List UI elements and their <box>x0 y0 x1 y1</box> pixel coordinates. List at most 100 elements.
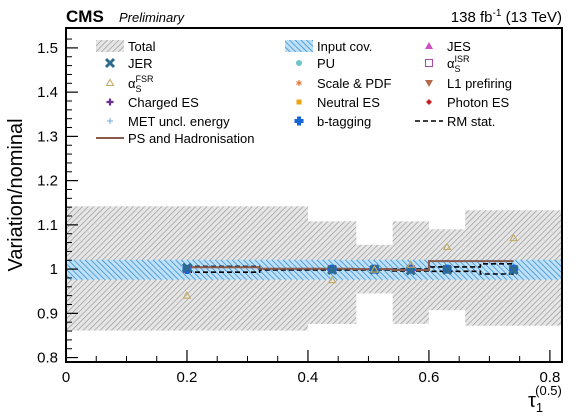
marker-shape <box>425 80 433 87</box>
marker-jer-1 <box>327 264 338 276</box>
legend-label: RM stat. <box>447 114 495 129</box>
legend-label: αSISR <box>447 54 470 74</box>
legend-label: Photon ES <box>447 95 509 110</box>
luminosity-label: 138 fb-1 (13 TeV) <box>451 8 562 26</box>
legend-entry-neutral-es: Neutral ES <box>296 95 380 110</box>
data-markers <box>181 233 519 299</box>
legend-label: JES <box>447 39 471 54</box>
legend-marker <box>294 116 304 126</box>
legend-swatch <box>285 40 313 52</box>
legend-entry-rm-stat-: RM stat. <box>415 114 495 129</box>
legend-label: Scale & PDF <box>317 76 391 91</box>
legend-label: PU <box>317 56 335 71</box>
marker-shape <box>182 291 192 299</box>
legend-marker <box>296 99 302 105</box>
legend-entry--s-isr: αSISR <box>424 54 470 74</box>
legend-swatch <box>96 40 124 52</box>
marker-jer-0 <box>181 262 193 273</box>
marker-jer-3 <box>405 265 416 276</box>
legend-marker <box>296 60 302 66</box>
legend-label: Neutral ES <box>317 95 380 110</box>
marker-shape <box>294 116 304 126</box>
x-tick-label-0: 0 <box>62 369 70 386</box>
x-tick-label-1: 0.2 <box>177 369 198 386</box>
legend-entry-total: Total <box>96 39 156 54</box>
marker-shape <box>442 264 453 276</box>
legend-entry-scale-pdf: Scale & PDF <box>296 76 391 91</box>
y-tick-label-4: 1.2 <box>37 173 58 190</box>
x-tick-label-3: 0.6 <box>418 369 439 386</box>
legend-label: Charged ES <box>128 95 199 110</box>
y-tick-label-3: 1.1 <box>37 217 58 234</box>
y-tick-label-6: 1.4 <box>37 84 58 101</box>
y-tick-label-0: 0.8 <box>37 350 58 367</box>
marker-shape <box>508 264 519 276</box>
marker-shape <box>296 99 302 105</box>
legend-entry-jes: JES <box>425 39 471 54</box>
marker-shape <box>442 242 452 251</box>
legend-entry-l1-prefiring: L1 prefiring <box>425 76 512 91</box>
legend-marker <box>426 99 432 105</box>
y-tick-label-7: 1.5 <box>37 40 58 57</box>
y-axis: 0.8 0.9 1 1.1 1.2 1.3 1.4 1.5 <box>37 38 78 367</box>
legend-marker <box>424 58 434 68</box>
experiment-label: CMS <box>66 7 104 26</box>
marker-shape <box>327 275 337 284</box>
legend-label: Total <box>128 39 156 54</box>
legend-label: Input cov. <box>317 39 372 54</box>
marker--s-fsr-2 <box>370 264 379 273</box>
marker--s-fsr-1 <box>327 275 337 284</box>
legend-entry-met-uncl-energy: MET uncl. energy <box>107 114 230 129</box>
marker--s-fsr-3 <box>406 260 416 268</box>
legend-label: PS and Hadronisation <box>128 131 254 146</box>
legend-entry-b-tagging: b-tagging <box>294 114 371 129</box>
legend-entry-ps-and-hadronisation: PS and Hadronisation <box>96 131 254 146</box>
legend-label: L1 prefiring <box>447 76 512 91</box>
marker--s-fsr-5 <box>509 233 519 242</box>
x-axis: 0 0.2 0.4 0.6 0.8 <box>62 350 560 386</box>
marker-shape <box>426 99 432 105</box>
marker--s-fsr-4 <box>442 242 452 251</box>
legend-marker <box>106 98 114 106</box>
x-tick-label-4: 0.8 <box>539 369 560 386</box>
legend-entry--s-fsr: αSFSR <box>105 74 154 94</box>
legend-marker <box>104 57 116 69</box>
legend-label: αSFSR <box>128 74 154 94</box>
legend-entry-pu: PU <box>296 56 335 71</box>
plot-frame <box>65 27 563 363</box>
marker-shape <box>105 78 115 87</box>
marker-shape <box>106 98 114 106</box>
y-tick-label-5: 1.3 <box>37 128 58 145</box>
marker-shape <box>107 118 113 124</box>
marker-jer-5 <box>508 264 519 276</box>
marker-shape <box>425 42 433 49</box>
legend-entry-charged-es: Charged ES <box>106 95 199 110</box>
y-axis-title: Variation/nominal <box>5 118 27 271</box>
legend-marker <box>425 80 433 87</box>
legend-label: MET uncl. energy <box>128 114 230 129</box>
legend-marker <box>105 78 115 87</box>
marker-shape <box>406 260 416 268</box>
y-tick-label-1: 0.9 <box>37 305 58 322</box>
x-axis-title: τ1(0.5) <box>528 383 562 415</box>
legend: Total Input cov. JES JER PU αSISR αSFSR Scale &… <box>96 39 512 146</box>
marker-shape <box>509 233 519 242</box>
marker-jer-4 <box>442 264 453 276</box>
y-tick-label-2: 1 <box>50 261 58 278</box>
marker-shape <box>181 262 193 273</box>
legend-marker <box>425 42 433 49</box>
legend-entry-photon-es: Photon ES <box>426 95 509 110</box>
cms-header: CMS Preliminary 138 fb-1 (13 TeV) <box>66 7 562 26</box>
marker-shape <box>296 60 302 66</box>
x-tick-label-2: 0.4 <box>298 369 319 386</box>
marker-shape <box>424 58 434 68</box>
legend-label: b-tagging <box>317 114 371 129</box>
marker-shape <box>405 265 416 276</box>
ps-hadronisation-line <box>187 260 514 271</box>
marker-shape <box>104 57 116 69</box>
marker-shape <box>327 264 338 276</box>
legend-entry-jer: JER <box>104 56 153 71</box>
marker--s-fsr-0 <box>182 291 192 299</box>
legend-label: JER <box>128 56 153 71</box>
